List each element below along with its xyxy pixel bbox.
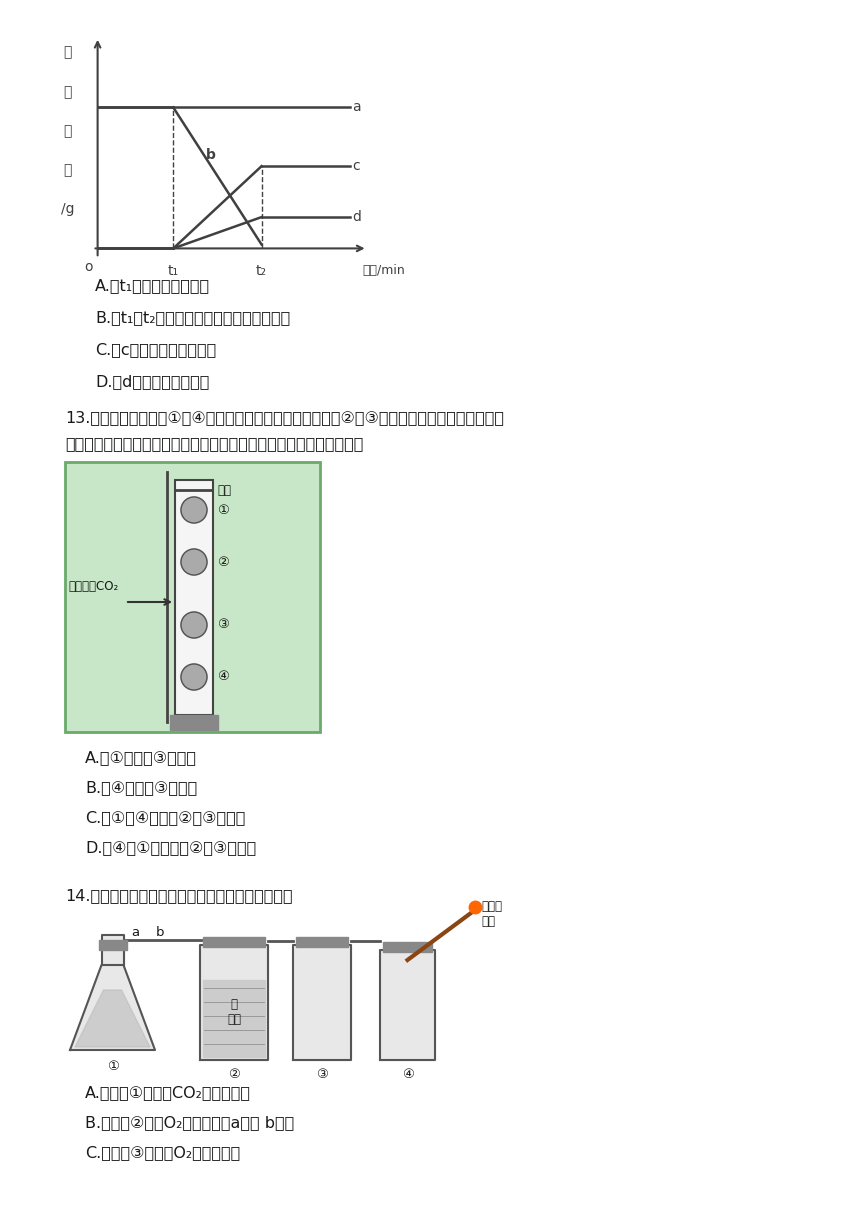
Text: 浓
硫酸: 浓 硫酸 [227, 998, 241, 1026]
FancyBboxPatch shape [175, 480, 213, 715]
Text: /g: /g [60, 202, 74, 216]
Text: 时间/min: 时间/min [362, 264, 405, 277]
Text: t₂: t₂ [256, 264, 267, 278]
Text: ③: ③ [316, 1068, 328, 1081]
Text: o: o [84, 260, 93, 274]
Circle shape [181, 548, 207, 575]
Text: 量: 量 [63, 163, 71, 178]
Polygon shape [293, 945, 351, 1060]
Text: 棉球。下列能说明二氧化碳密度大于空气且能与水反应的现象是（　）: 棉球。下列能说明二氧化碳密度大于空气且能与水反应的现象是（ ） [65, 437, 364, 451]
Text: D.　d是二氧化碳的质量: D. d是二氧化碳的质量 [95, 375, 209, 389]
Circle shape [181, 664, 207, 689]
Text: d: d [353, 210, 361, 224]
Text: C.　①、④变红，②、③不变红: C. ①、④变红，②、③不变红 [85, 810, 245, 824]
Polygon shape [99, 940, 126, 950]
Polygon shape [380, 950, 435, 1060]
Text: a: a [353, 101, 361, 114]
Polygon shape [101, 935, 124, 966]
Text: ④: ④ [402, 1068, 414, 1081]
Text: 物: 物 [63, 45, 71, 60]
Text: 燃着的
木条: 燃着的 木条 [481, 900, 502, 928]
Polygon shape [70, 966, 155, 1049]
Text: ②: ② [217, 556, 229, 569]
Text: B.　t₁和t₂时，固体中铜元素质量保持不变: B. t₁和t₂时，固体中铜元素质量保持不变 [95, 310, 291, 325]
Text: ①: ① [217, 503, 229, 517]
Polygon shape [203, 938, 265, 947]
Text: a: a [132, 927, 139, 939]
Text: 质: 质 [63, 124, 71, 137]
Circle shape [181, 497, 207, 523]
Text: C.　c是固体混合物的质量: C. c是固体混合物的质量 [95, 342, 216, 358]
Polygon shape [170, 715, 218, 730]
Text: ④: ④ [217, 670, 229, 683]
Text: c: c [353, 159, 360, 173]
Text: A.　装置①可作为CO₂的发生装置: A. 装置①可作为CO₂的发生装置 [85, 1085, 251, 1100]
Text: B.　④变红，③不变红: B. ④变红，③不变红 [85, 779, 197, 795]
Text: A.　①变红，③不变红: A. ①变红，③不变红 [85, 750, 197, 765]
Text: 质: 质 [63, 85, 71, 98]
Text: 14.下列有关实验室制取气体的说法错误的是（　）: 14.下列有关实验室制取气体的说法错误的是（ ） [65, 888, 292, 903]
Bar [65, 462, 320, 732]
Text: ②: ② [228, 1068, 240, 1081]
Polygon shape [203, 980, 265, 1057]
Text: C.　装置③可用作O₂的收集装置: C. 装置③可用作O₂的收集装置 [85, 1145, 240, 1160]
Circle shape [181, 612, 207, 638]
Polygon shape [296, 938, 348, 947]
Text: ①: ① [107, 1060, 119, 1073]
Text: A.　t₁时，开始发生反应: A. t₁时，开始发生反应 [95, 278, 210, 293]
Text: t₁: t₁ [168, 264, 179, 278]
Polygon shape [200, 945, 268, 1060]
Text: b: b [156, 927, 164, 939]
Text: 13.下图所示实验中，①、④为用紫色石蕊溶液润湿的棉球，②、③为用石蕊溶液染成紫色的干燥: 13.下图所示实验中，①、④为用紫色石蕊溶液润湿的棉球，②、③为用石蕊溶液染成紫… [65, 410, 504, 426]
Text: B.　装置②干燥O₂时，气体由a管进 b管出: B. 装置②干燥O₂时，气体由a管进 b管出 [85, 1115, 294, 1130]
Polygon shape [75, 990, 150, 1047]
Text: b: b [206, 148, 215, 163]
Text: ③: ③ [217, 619, 229, 631]
Text: D.　④比①先变红，②、③不变红: D. ④比①先变红，②、③不变红 [85, 840, 256, 855]
Text: 锂丝: 锂丝 [217, 484, 231, 497]
Polygon shape [383, 942, 432, 952]
Text: 缓慢通入CO₂: 缓慢通入CO₂ [68, 580, 119, 593]
